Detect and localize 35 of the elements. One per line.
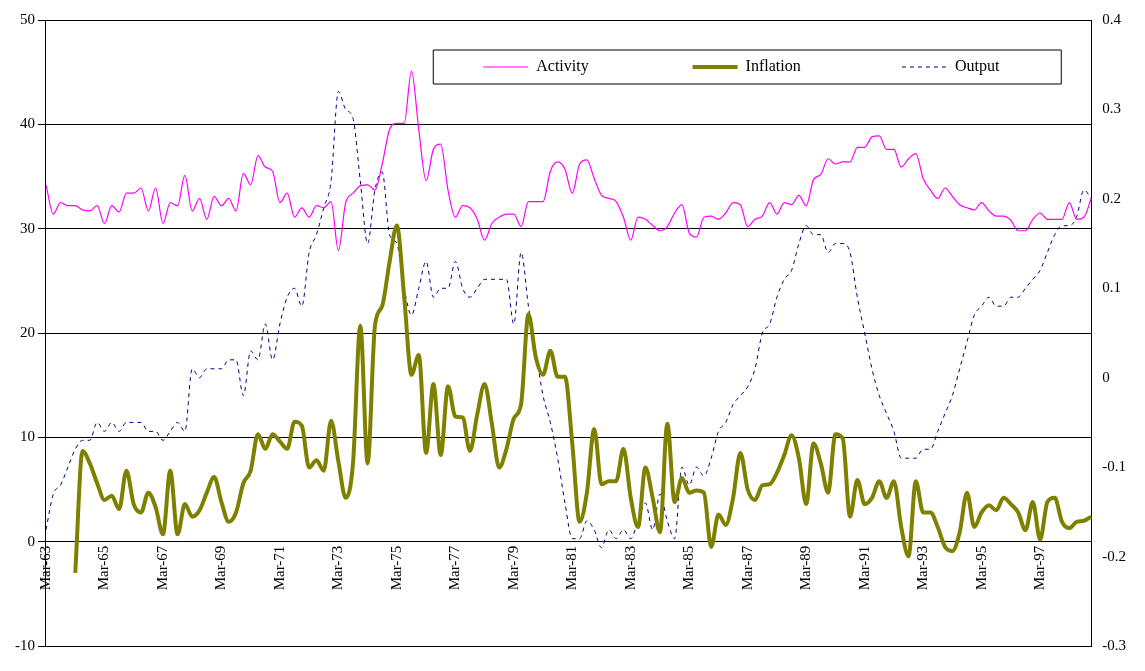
y2-tick-label: 0.2 [1102,189,1121,206]
x-tick-label: Mar-85 [680,545,697,591]
x-tick-label: Mar-73 [329,545,346,591]
x-tick-label: Mar-65 [95,545,112,591]
x-tick-label: Mar-97 [1031,545,1048,591]
x-tick-label: Mar-87 [738,545,755,591]
legend-label: Output [954,57,1000,76]
y2-tick-label: -0.3 [1102,636,1126,653]
y2-tick-label: 0.1 [1102,279,1121,296]
y-tick-label: 40 [20,115,35,132]
x-tick-label: Mar-71 [270,545,287,591]
y2-tick-label: -0.2 [1102,547,1126,564]
y2-tick-label: 0 [1102,368,1110,385]
x-tick-label: Mar-79 [504,545,521,591]
legend-label: Activity [536,57,589,76]
y-tick-label: 20 [20,323,35,340]
x-tick-label: Mar-89 [797,545,814,591]
y-tick-label: 30 [20,219,35,236]
x-tick-label: Mar-67 [153,545,170,591]
x-tick-label: Mar-95 [972,545,989,591]
x-tick-label: Mar-91 [855,545,872,591]
x-tick-label: Mar-81 [563,545,580,591]
y-tick-label: 0 [27,532,35,549]
x-tick-label: Mar-75 [387,545,404,591]
x-tick-label: Mar-69 [212,545,229,591]
x-tick-label: Mar-83 [621,545,638,591]
y-tick-label: 10 [20,428,35,445]
y2-tick-label: -0.1 [1102,458,1126,475]
x-tick-label: Mar-93 [914,545,931,591]
y-tick-label: -10 [15,636,35,653]
y2-tick-label: 0.3 [1102,100,1121,117]
y-tick-label: 50 [20,10,35,27]
y2-tick-label: 0.4 [1102,10,1122,27]
legend-label: Inflation [745,57,801,75]
x-tick-label: Mar-77 [446,545,463,591]
